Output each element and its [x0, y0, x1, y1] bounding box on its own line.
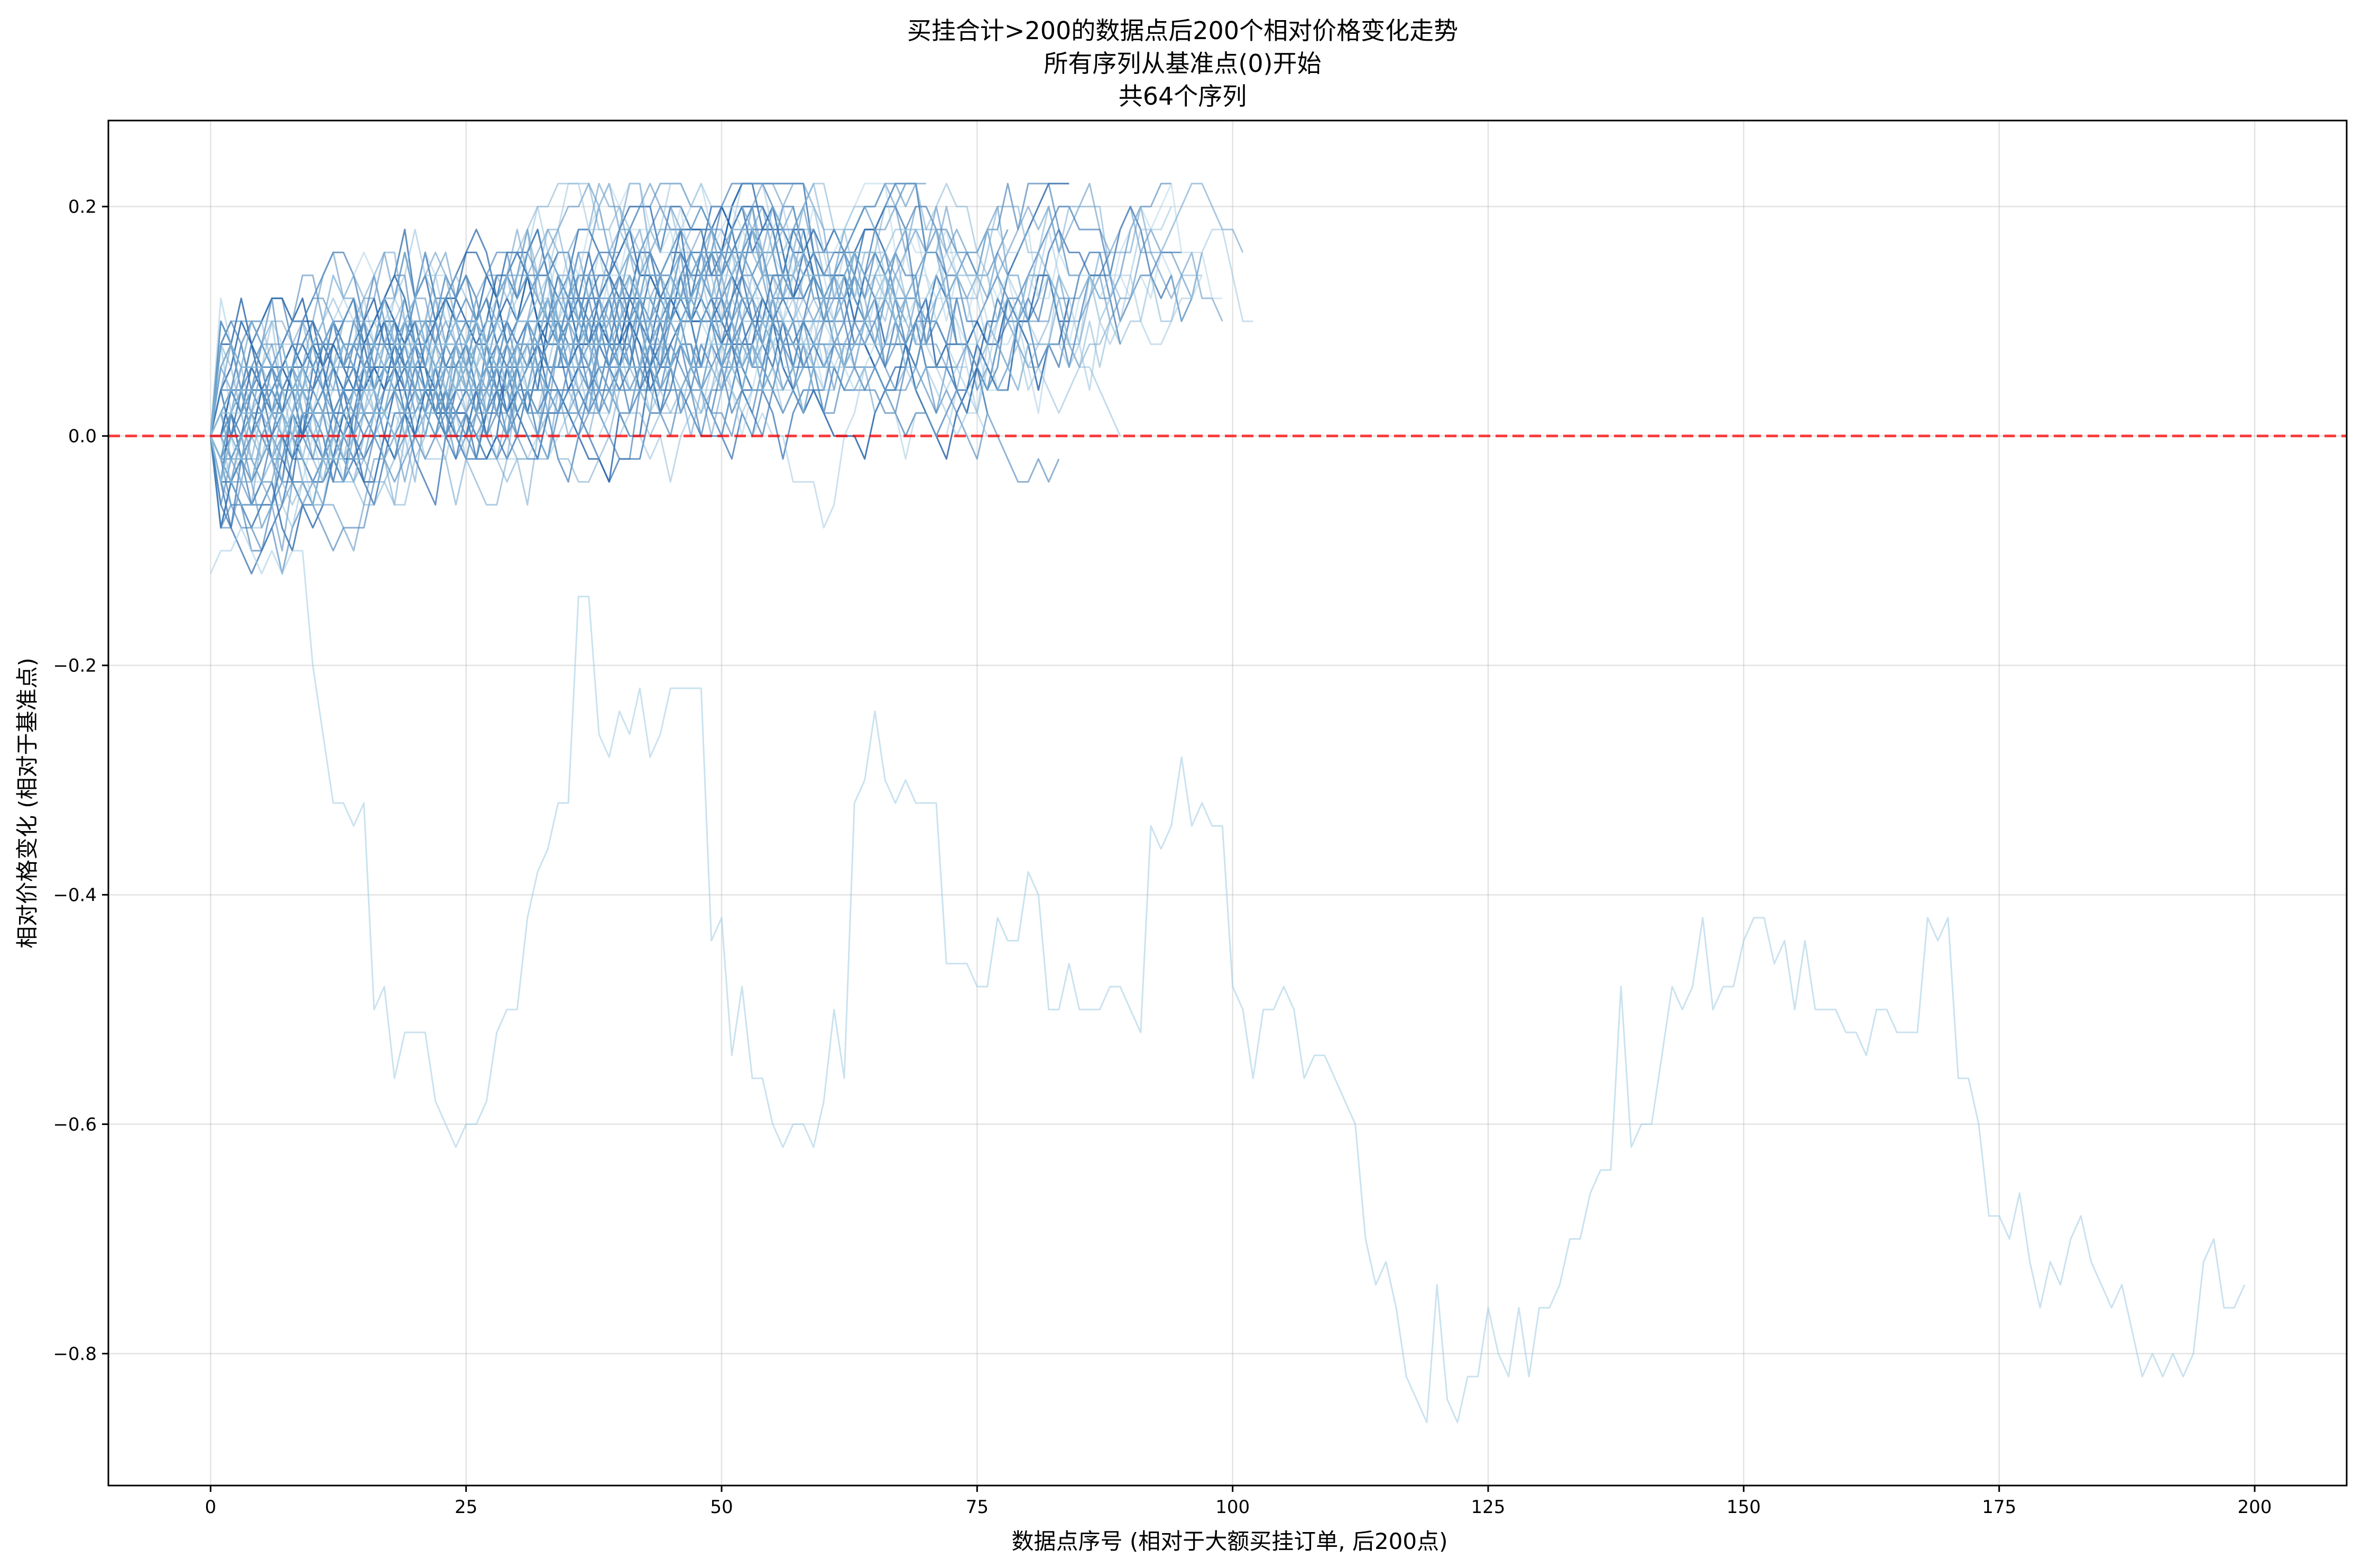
y-axis-label: 相对价格变化 (相对于基准点)	[14, 658, 40, 948]
x-tick-label: 200	[2238, 1497, 2272, 1518]
series-line	[209, 297, 998, 529]
series-line	[209, 252, 845, 483]
series-line	[209, 182, 1223, 506]
series-line	[209, 228, 1121, 483]
y-tick-label: 0.0	[68, 426, 97, 447]
series-line	[209, 182, 1253, 483]
series-line	[210, 206, 968, 529]
series-line	[209, 206, 1203, 483]
series-line	[209, 297, 825, 437]
series-line	[209, 228, 968, 437]
y-tick-label: −0.2	[53, 656, 97, 677]
series-line	[209, 182, 1173, 436]
series-line	[209, 182, 1121, 460]
y-tick-label: −0.6	[53, 1114, 97, 1136]
series-line	[209, 228, 897, 460]
series-line	[209, 182, 897, 506]
series-line	[209, 206, 805, 506]
x-tick-label: 175	[1982, 1497, 2016, 1518]
y-tick-label: −0.8	[53, 1343, 97, 1364]
x-tick-label: 0	[205, 1497, 217, 1518]
x-tick-label: 125	[1471, 1497, 1506, 1518]
chart-title-line-1: 买挂合计>200的数据点后200个相对价格变化走势	[907, 16, 1458, 45]
x-tick-label: 50	[710, 1497, 733, 1518]
series-line	[209, 228, 1060, 506]
y-tick-label: −0.4	[53, 885, 97, 906]
series-line	[209, 228, 855, 483]
plot-area	[209, 182, 2246, 1424]
series-line	[209, 228, 1203, 483]
y-tick-label: 0.2	[68, 197, 97, 218]
chart-title: 买挂合计>200的数据点后200个相对价格变化走势 所有序列从基准点(0)开始 …	[907, 16, 1458, 110]
series-line	[209, 252, 713, 436]
x-tick-label: 75	[966, 1497, 989, 1518]
chart-title-line-2: 所有序列从基准点(0)开始	[1044, 49, 1321, 78]
series-line-long	[209, 527, 2246, 1424]
x-tick-label: 150	[1727, 1497, 1761, 1518]
series-line	[209, 182, 1008, 506]
y-axis-ticks: 0.2 0.0 −0.2 −0.4 −0.6 −0.8	[53, 197, 108, 1364]
x-axis-label: 数据点序号 (相对于大额买挂订单, 后200点)	[1012, 1528, 1448, 1554]
series-line	[209, 228, 774, 483]
series-line	[209, 182, 917, 506]
chart-title-line-3: 共64个序列	[1119, 82, 1247, 110]
series-line	[209, 182, 1202, 483]
series-line	[209, 206, 1050, 437]
series-line	[209, 228, 1070, 483]
series-line	[210, 182, 1050, 483]
x-tick-label: 100	[1215, 1497, 1250, 1518]
series-line	[209, 274, 815, 460]
grid-lines	[108, 121, 2347, 1486]
plot-frame	[107, 119, 2348, 1487]
series-line	[210, 252, 917, 437]
x-axis-ticks: 0 25 50 75 100 125 150 175 200	[205, 1486, 2272, 1518]
x-tick-label: 25	[455, 1497, 477, 1518]
